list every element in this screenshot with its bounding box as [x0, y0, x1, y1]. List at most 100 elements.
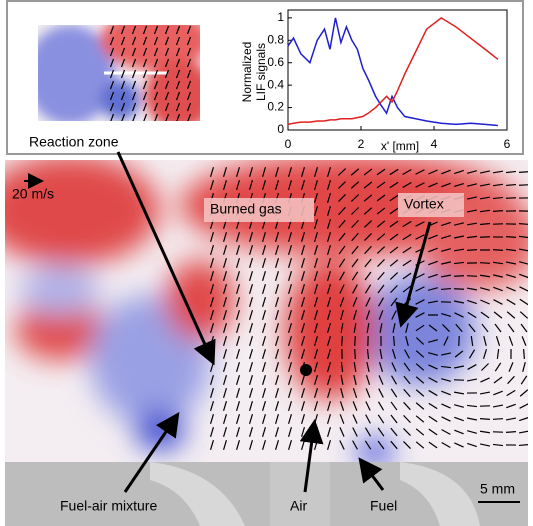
velocity-vector [505, 417, 517, 421]
velocity-vector [235, 414, 241, 424]
y-tick-label: 0.8 [267, 32, 284, 46]
velocity-vector [405, 336, 409, 346]
velocity-vector [300, 375, 306, 385]
velocity-vector [518, 223, 528, 225]
velocity-vector [428, 364, 438, 370]
velocity-vector [351, 219, 359, 229]
velocity-vector [222, 180, 228, 190]
velocity-vector [109, 47, 115, 57]
velocity-vector [350, 181, 360, 189]
velocity-vector [365, 297, 371, 307]
velocity-vector [235, 167, 241, 177]
velocity-vector [466, 287, 478, 291]
velocity-vector [120, 25, 126, 35]
velocity-vector [391, 349, 397, 359]
velocity-vector [261, 414, 267, 424]
velocity-vector [390, 401, 398, 411]
velocity-vector [313, 245, 319, 255]
velocity-vector [493, 376, 503, 384]
velocity-vector [402, 169, 412, 175]
velocity-vector [287, 297, 293, 307]
velocity-vector [300, 310, 306, 320]
velocity-vector [248, 310, 254, 320]
velocity-vector [131, 102, 137, 112]
velocity-vector [338, 206, 346, 216]
velocity-vector [326, 401, 332, 411]
velocity-vector [287, 375, 293, 385]
velocity-vector [109, 80, 115, 90]
velocity-vector [441, 248, 451, 252]
velocity-vector [428, 339, 438, 343]
velocity-vector [415, 402, 425, 410]
velocity-vector [377, 271, 385, 281]
velocity-vector [440, 287, 452, 291]
velocity-vector [300, 271, 306, 281]
velocity-vector [428, 352, 438, 356]
velocity-vector [274, 180, 280, 190]
velocity-vector [454, 350, 464, 358]
velocity-vector [479, 430, 491, 434]
velocity-vector [248, 284, 254, 294]
velocity-vector [506, 298, 516, 306]
velocity-vector [376, 233, 386, 241]
velocity-vector [261, 310, 267, 320]
velocity-vector [338, 219, 346, 229]
velocity-vector [287, 180, 293, 190]
velocity-vector [415, 428, 425, 436]
velocity-vector [209, 297, 215, 307]
velocity-vector [363, 220, 373, 228]
x-tick-label: 2 [358, 137, 365, 151]
velocity-vector [454, 404, 464, 408]
velocity-vector [467, 364, 477, 370]
velocity-vector [415, 182, 425, 188]
velocity-vector [366, 348, 370, 360]
velocity-vector [287, 323, 293, 333]
velocity-vector [274, 440, 280, 450]
velocity-vector [175, 91, 181, 101]
velocity-vector [519, 417, 528, 422]
velocity-vector [428, 273, 438, 279]
velocity-vector [415, 363, 425, 371]
velocity-vector [466, 417, 478, 421]
velocity-vector [389, 220, 399, 228]
velocity-vector [441, 221, 451, 227]
velocity-vector [326, 258, 332, 268]
velocity-vector [313, 258, 319, 268]
data-line [287, 17, 498, 127]
velocity-vector [506, 311, 516, 319]
velocity-vector [377, 414, 385, 424]
velocity-vector [313, 219, 319, 229]
velocity-vector [506, 403, 516, 409]
velocity-vector [427, 300, 439, 304]
velocity-vector [519, 298, 528, 306]
velocity-vector [505, 170, 517, 174]
velocity-vector [154, 113, 159, 121]
velocity-vector [441, 442, 451, 448]
velocity-vector [506, 389, 516, 397]
velocity-vector [222, 297, 228, 307]
velocity-vector [496, 348, 500, 360]
velocity-vector [440, 261, 452, 265]
velocity-vector [467, 170, 477, 174]
velocity-vector [313, 167, 319, 177]
velocity-vector [248, 258, 254, 268]
velocity-vector [222, 427, 228, 437]
velocity-vector [274, 375, 280, 385]
velocity-vector [313, 375, 319, 385]
velocity-vector [131, 69, 137, 79]
velocity-vector [364, 271, 372, 281]
velocity-vector [523, 348, 525, 360]
velocity-vector [153, 47, 159, 57]
velocity-vector [466, 235, 478, 239]
y-axis-label: Normalized [240, 42, 254, 103]
velocity-vector [479, 443, 491, 447]
velocity-vector [248, 440, 254, 450]
velocity-vector [261, 440, 267, 450]
velocity-vector [222, 401, 228, 411]
velocity-vector [235, 245, 241, 255]
velocity-vector [261, 271, 267, 281]
velocity-vector [248, 323, 254, 333]
velocity-vector [365, 310, 371, 320]
velocity-vector [222, 375, 228, 385]
